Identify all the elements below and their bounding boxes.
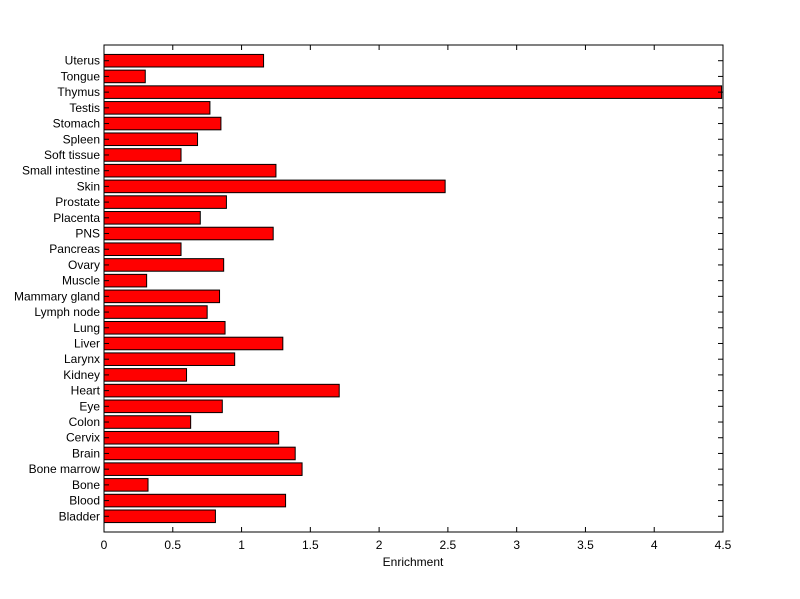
y-tick-label: Bladder (59, 509, 100, 523)
bar-tongue (103, 69, 146, 84)
bar-ovary (103, 258, 225, 272)
y-tick-label: Skin (77, 179, 100, 193)
bar-bone-marrow (103, 462, 303, 476)
x-tick-label: 1.5 (302, 538, 319, 552)
x-tick-label: 4.5 (715, 538, 732, 552)
bar-kidney (103, 368, 188, 382)
y-tick-label: Cervix (66, 431, 100, 445)
x-axis: 0 0.5 1 1.5 2 2.5 3 3.5 4 4.5 (101, 45, 732, 552)
y-tick-label: Mammary gland (14, 289, 100, 303)
bar-cervix (103, 430, 280, 445)
bar-bone (103, 478, 149, 492)
y-tick-label: Thymus (57, 85, 100, 99)
y-tick-label: Placenta (53, 211, 100, 225)
bar-placenta (103, 211, 201, 225)
y-tick-label: Larynx (64, 352, 100, 366)
bar-eye (103, 399, 223, 414)
bar-small-intestine (103, 163, 277, 178)
y-tick-label: Liver (74, 336, 100, 350)
y-tick-label: Kidney (63, 368, 100, 382)
bar-skin (103, 179, 446, 194)
y-tick-label: Uterus (65, 54, 100, 68)
bar-pancreas (103, 242, 182, 257)
x-axis-title: Enrichment (383, 555, 444, 569)
x-tick-label: 2 (376, 538, 383, 552)
bar-pns (103, 226, 274, 241)
bar-lung (103, 320, 226, 335)
x-tick-label: 3.5 (577, 538, 594, 552)
y-tick-label: Heart (71, 384, 101, 398)
bar-prostate (103, 195, 227, 209)
bar-stomach (103, 116, 222, 131)
x-tick-label: 2.5 (440, 538, 457, 552)
x-tick-label: 1 (238, 538, 245, 552)
bar-bladder (103, 509, 216, 524)
x-tick-label: 4 (651, 538, 658, 552)
bar-testis (103, 101, 211, 115)
x-tick-label: 0 (101, 538, 108, 552)
y-tick-label: Colon (69, 415, 100, 429)
y-tick-label: Bone (72, 478, 100, 492)
bar-brain (103, 446, 296, 461)
y-tick-label: Spleen (63, 132, 100, 146)
y-tick-label: Blood (69, 494, 100, 508)
bar-soft-tissue (103, 148, 182, 162)
y-tick-label: Ovary (68, 258, 100, 272)
bar-mammary-gland (103, 289, 221, 304)
y-tick-label: PNS (75, 227, 100, 241)
y-tick-label: Muscle (62, 274, 100, 288)
y-tick-label: Lymph node (34, 305, 100, 319)
y-tick-label: Prostate (55, 195, 100, 209)
bar-muscle (103, 273, 148, 288)
bar-heart (103, 383, 340, 398)
bar-uterus (103, 53, 265, 68)
bar-thymus (103, 85, 723, 99)
x-tick-label: 3 (513, 538, 520, 552)
y-tick-label: Eye (79, 399, 100, 413)
y-tick-label: Brain (72, 446, 100, 460)
y-tick-label: Lung (73, 321, 100, 335)
y-tick-label: Pancreas (49, 242, 100, 256)
y-tick-label: Testis (69, 101, 100, 115)
bars-group (103, 53, 723, 524)
y-tick-label: Small intestine (22, 164, 100, 178)
x-tick-label: 0.5 (164, 538, 181, 552)
bar-lymph-node (103, 305, 208, 319)
bar-blood (103, 493, 287, 508)
bar-larynx (103, 352, 236, 366)
bar-liver (103, 336, 284, 351)
bar-spleen (103, 132, 199, 147)
bar-colon (103, 415, 192, 429)
y-tick-label: Tongue (61, 69, 101, 83)
plot-area-frame (103, 44, 724, 533)
y-tick-label: Bone marrow (29, 462, 101, 476)
y-tick-label: Soft tissue (44, 148, 100, 162)
y-tick-label: Stomach (53, 117, 100, 131)
